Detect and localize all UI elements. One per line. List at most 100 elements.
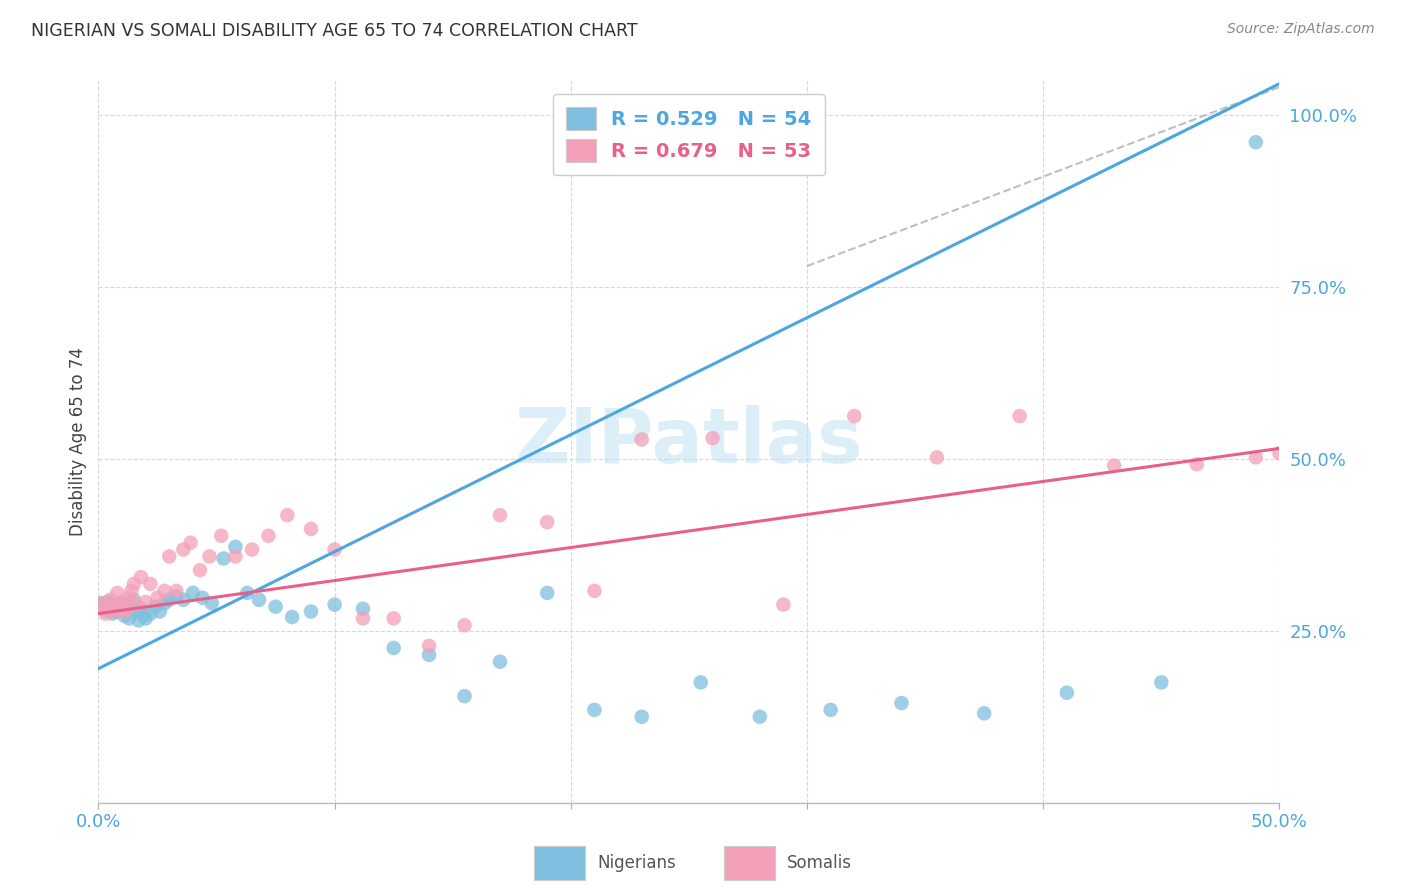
Point [925, 450, 948, 465]
Point [153, 596, 176, 610]
Point [1244, 135, 1267, 149]
Point [1008, 409, 1031, 423]
Point [276, 508, 298, 523]
Point [382, 611, 405, 625]
Point [165, 583, 187, 598]
Point [98, 598, 121, 612]
Point [153, 583, 176, 598]
Point [453, 689, 475, 703]
Point [201, 596, 224, 610]
Point [143, 599, 166, 614]
Point [105, 586, 128, 600]
Legend: R = 0.529   N = 54, R = 0.679   N = 53: R = 0.529 N = 54, R = 0.679 N = 53 [553, 94, 825, 176]
Point [172, 542, 194, 557]
Point [139, 577, 162, 591]
Point [299, 522, 322, 536]
Point [1292, 412, 1315, 426]
Point [583, 583, 606, 598]
Point [128, 614, 150, 628]
Point [125, 605, 148, 619]
Point [1268, 446, 1291, 460]
Point [198, 549, 221, 564]
Point [165, 590, 187, 604]
Point [536, 515, 558, 529]
Point [135, 611, 157, 625]
Point [108, 599, 131, 614]
Point [129, 570, 152, 584]
Text: Source: ZipAtlas.com: Source: ZipAtlas.com [1227, 22, 1375, 37]
Point [191, 591, 214, 605]
Point [702, 431, 724, 445]
Point [121, 583, 143, 598]
Point [224, 549, 246, 564]
Point [489, 655, 512, 669]
Point [323, 598, 346, 612]
Point [132, 608, 155, 623]
Point [212, 551, 235, 566]
Point [1185, 457, 1208, 471]
Point [139, 607, 162, 621]
Point [240, 542, 263, 557]
Text: Nigerians: Nigerians [598, 854, 676, 872]
Point [172, 592, 194, 607]
Y-axis label: Disability Age 65 to 74: Disability Age 65 to 74 [69, 347, 87, 536]
Point [104, 605, 127, 619]
Point [224, 540, 246, 554]
Point [1150, 675, 1173, 690]
Point [111, 595, 134, 609]
Point [90, 596, 112, 610]
Point [98, 592, 121, 607]
Text: NIGERIAN VS SOMALI DISABILITY AGE 65 TO 74 CORRELATION CHART: NIGERIAN VS SOMALI DISABILITY AGE 65 TO … [31, 22, 637, 40]
Point [94, 603, 117, 617]
Point [536, 586, 558, 600]
Point [583, 703, 606, 717]
Point [94, 607, 117, 621]
Point [157, 549, 180, 564]
Point [135, 595, 157, 609]
Point [149, 605, 172, 619]
Point [382, 640, 405, 655]
Point [890, 696, 912, 710]
Point [146, 591, 169, 605]
Point [748, 710, 770, 724]
Point [352, 601, 374, 615]
Point [122, 592, 145, 607]
Point [257, 529, 280, 543]
Point [118, 611, 141, 625]
Point [112, 605, 135, 619]
Point [1244, 450, 1267, 465]
Point [112, 608, 135, 623]
Point [115, 601, 138, 615]
Point [489, 508, 512, 523]
Point [453, 618, 475, 632]
Point [129, 601, 152, 615]
Point [418, 648, 440, 662]
Point [352, 611, 374, 625]
Point [1056, 686, 1078, 700]
FancyBboxPatch shape [534, 846, 585, 880]
Point [236, 586, 259, 600]
Point [181, 586, 204, 600]
Point [122, 577, 145, 591]
Point [209, 529, 232, 543]
Point [264, 599, 287, 614]
Point [820, 703, 842, 717]
Point [90, 596, 112, 610]
Point [157, 592, 180, 607]
Point [104, 601, 127, 615]
FancyBboxPatch shape [724, 846, 775, 880]
Point [118, 591, 141, 605]
Point [323, 542, 346, 557]
Point [97, 599, 120, 614]
Point [111, 596, 134, 610]
Point [101, 599, 124, 614]
Point [1102, 458, 1125, 473]
Point [97, 595, 120, 609]
Point [772, 598, 794, 612]
Point [689, 675, 711, 690]
Text: Somalis: Somalis [787, 854, 852, 872]
Point [121, 599, 143, 614]
Point [108, 599, 131, 614]
Point [91, 599, 114, 614]
Point [630, 433, 652, 447]
